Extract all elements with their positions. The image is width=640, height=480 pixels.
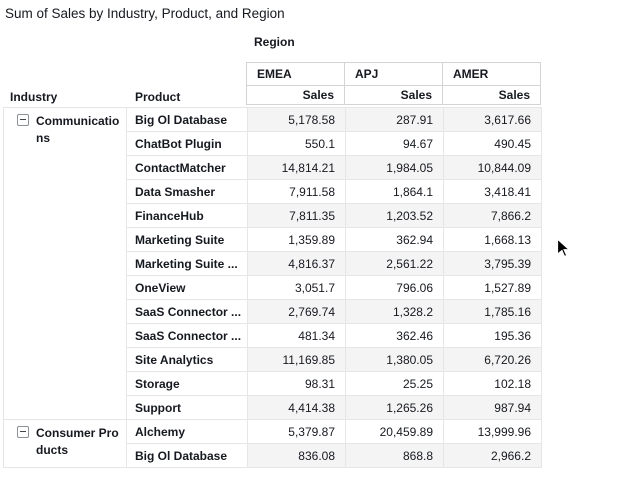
sales-value-cell[interactable]: 4,816.37 [247, 251, 346, 276]
column-field-label-region: Region [254, 35, 295, 49]
sales-value-cell[interactable]: 195.36 [443, 323, 542, 348]
product-cell[interactable]: Marketing Suite [126, 227, 248, 252]
product-cell[interactable]: ContactMatcher [126, 155, 248, 180]
sales-value-cell[interactable]: 7,911.58 [247, 179, 346, 204]
sales-value-cell[interactable]: 1,864.1 [345, 179, 444, 204]
row-field-label-product: Product [135, 90, 181, 104]
sales-value-cell[interactable]: 94.67 [345, 131, 444, 156]
product-cell[interactable]: Marketing Suite ... [126, 251, 248, 276]
table-row: Storage 98.31 25.25 102.18 [4, 371, 542, 396]
sales-value-cell[interactable]: 13,999.96 [443, 419, 542, 444]
pivot-body-table: Communications Big Ol Database 5,178.58 287… [3, 107, 542, 468]
product-cell[interactable]: Support [126, 395, 248, 420]
product-cell[interactable]: Alchemy [126, 419, 248, 444]
sales-value-cell[interactable]: 481.34 [247, 323, 346, 348]
sales-value-cell[interactable]: 987.94 [443, 395, 542, 420]
product-cell[interactable]: SaaS Connector ... [126, 299, 248, 324]
table-row: Communications Big Ol Database 5,178.58 287… [3, 107, 542, 420]
measure-header-sales-emea[interactable]: Sales [246, 85, 345, 105]
measure-header-sales-apj[interactable]: Sales [344, 85, 443, 105]
industry-cell[interactable]: Communications [3, 107, 127, 420]
sales-value-cell[interactable]: 5,379.87 [247, 419, 346, 444]
table-row: Data Smasher 7,911.58 1,864.1 3,418.41 [4, 179, 542, 204]
product-cell[interactable]: Site Analytics [126, 347, 248, 372]
sales-value-cell[interactable]: 4,414.38 [247, 395, 346, 420]
industry-cell[interactable]: Consumer Products [3, 419, 127, 468]
table-row: Site Analytics 11,169.85 1,380.05 6,720.26 [4, 347, 542, 372]
sales-value-cell[interactable]: 3,795.39 [443, 251, 542, 276]
sales-value-cell[interactable]: 102.18 [443, 371, 542, 396]
column-headers: EMEA APJ AMER Sales Sales Sales [246, 62, 541, 105]
sales-value-cell[interactable]: 1,527.89 [443, 275, 542, 300]
row-field-label-industry: Industry [10, 90, 58, 104]
sales-value-cell[interactable]: 14,814.21 [247, 155, 346, 180]
sales-value-cell[interactable]: 10,844.09 [443, 155, 542, 180]
sales-value-cell[interactable]: 1,203.52 [345, 203, 444, 228]
product-cell[interactable]: Big Ol Database [126, 443, 248, 468]
sales-value-cell[interactable]: 20,459.89 [345, 419, 444, 444]
sales-value-cell[interactable]: 1,785.16 [443, 299, 542, 324]
sales-value-cell[interactable]: 2,561.22 [345, 251, 444, 276]
column-header-emea[interactable]: EMEA [246, 62, 345, 86]
industry-label: Consumer Products [36, 426, 119, 457]
sales-value-cell[interactable]: 362.46 [345, 323, 444, 348]
sales-value-cell[interactable]: 3,051.7 [247, 275, 346, 300]
region-header-row: EMEA APJ AMER [246, 62, 541, 86]
sales-value-cell[interactable]: 287.91 [345, 107, 444, 132]
collapse-icon[interactable] [17, 114, 29, 126]
sales-value-cell[interactable]: 6,720.26 [443, 347, 542, 372]
sales-value-cell[interactable]: 98.31 [247, 371, 346, 396]
product-cell[interactable]: Storage [126, 371, 248, 396]
measure-header-row: Sales Sales Sales [246, 85, 541, 105]
measure-header-sales-amer[interactable]: Sales [442, 85, 541, 105]
table-row: Marketing Suite ... 4,816.37 2,561.22 3,795… [4, 251, 542, 276]
product-cell[interactable]: OneView [126, 275, 248, 300]
table-row: SaaS Connector ... 2,769.74 1,328.2 1,785.1… [4, 299, 542, 324]
sales-value-cell[interactable]: 25.25 [345, 371, 444, 396]
sales-value-cell[interactable]: 836.08 [247, 443, 346, 468]
sales-value-cell[interactable]: 1,984.05 [345, 155, 444, 180]
table-row: Consumer Products Alchemy 5,379.87 20,459.8… [3, 419, 542, 468]
table-row: ContactMatcher 14,814.21 1,984.05 10,844.09 [4, 155, 542, 180]
sales-value-cell[interactable]: 362.94 [345, 227, 444, 252]
sales-value-cell[interactable]: 7,811.35 [247, 203, 346, 228]
product-cell[interactable]: Big Ol Database [126, 107, 248, 132]
product-cell[interactable]: ChatBot Plugin [126, 131, 248, 156]
column-header-apj[interactable]: APJ [344, 62, 443, 86]
sales-value-cell[interactable]: 2,966.2 [443, 443, 542, 468]
sales-value-cell[interactable]: 3,617.66 [443, 107, 542, 132]
collapse-icon[interactable] [17, 426, 29, 438]
sales-value-cell[interactable]: 2,769.74 [247, 299, 346, 324]
sales-value-cell[interactable]: 1,265.26 [345, 395, 444, 420]
table-row: OneView 3,051.7 796.06 1,527.89 [4, 275, 542, 300]
sales-value-cell[interactable]: 868.8 [345, 443, 444, 468]
sales-value-cell[interactable]: 11,169.85 [247, 347, 346, 372]
table-row: Support 4,414.38 1,265.26 987.94 [4, 395, 542, 420]
sales-value-cell[interactable]: 490.45 [443, 131, 542, 156]
sales-value-cell[interactable]: 1,380.05 [345, 347, 444, 372]
sales-value-cell[interactable]: 796.06 [345, 275, 444, 300]
sales-value-cell[interactable]: 1,328.2 [345, 299, 444, 324]
table-row: Big Ol Database 836.08 868.8 2,966.2 [4, 443, 542, 468]
industry-label: Communications [36, 114, 120, 145]
product-cell[interactable]: FinanceHub [126, 203, 248, 228]
column-header-amer[interactable]: AMER [442, 62, 541, 86]
mouse-cursor [556, 238, 571, 258]
sales-value-cell[interactable]: 5,178.58 [247, 107, 346, 132]
sales-value-cell[interactable]: 550.1 [247, 131, 346, 156]
sales-value-cell[interactable]: 1,359.89 [247, 227, 346, 252]
product-cell[interactable]: SaaS Connector ... [126, 323, 248, 348]
sales-value-cell[interactable]: 3,418.41 [443, 179, 542, 204]
visual-title: Sum of Sales by Industry, Product, and R… [5, 6, 285, 21]
sales-value-cell[interactable]: 1,668.13 [443, 227, 542, 252]
sales-value-cell[interactable]: 7,866.2 [443, 203, 542, 228]
product-cell[interactable]: Data Smasher [126, 179, 248, 204]
table-row: SaaS Connector ... 481.34 362.46 195.36 [4, 323, 542, 348]
